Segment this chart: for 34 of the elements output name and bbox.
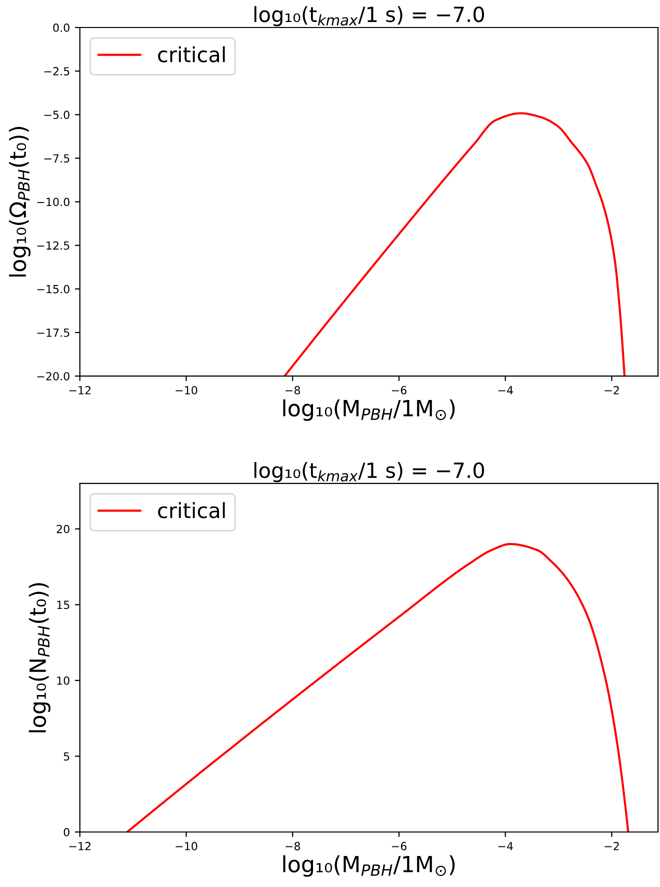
y-tick-label: 5 <box>64 752 70 761</box>
y-tick-label: 0.0 <box>53 23 70 32</box>
y-tick-label: −17.5 <box>37 328 70 337</box>
x-tick-label: −10 <box>176 842 198 850</box>
x-tick-label: −4 <box>498 386 513 394</box>
y-axis-title: log₁₀(Ω$_{PBH}$(t₀)) <box>8 126 30 276</box>
y-tick-label: 15 <box>57 600 70 610</box>
x-tick-label: −10 <box>176 386 198 394</box>
legend-label: critical <box>158 502 225 518</box>
x-tick-label: −8 <box>286 842 300 850</box>
x-axis-title: log₁₀(M$_{PBH}$/1M$_{⊙}$) <box>283 855 455 877</box>
y-tick-label: −7.5 <box>44 154 70 163</box>
y-axis-title: log₁₀(N$_{PBH}$(t₀)) <box>28 583 50 732</box>
y-tick-label: −20.0 <box>37 372 70 380</box>
y-tick-label: −2.5 <box>44 67 70 76</box>
y-tick-label: 20 <box>56 524 70 534</box>
x-tick-label: −2 <box>604 386 619 394</box>
x-tick-label: −2 <box>604 842 619 850</box>
x-tick-label: −6 <box>392 842 406 850</box>
y-tick-label: 10 <box>57 676 70 685</box>
x-tick-label: −12 <box>69 842 90 850</box>
chart-title: log₁₀(t$_{kmax}$/1 s) = −7.0 <box>254 462 484 482</box>
x-tick-label: −12 <box>69 386 90 394</box>
y-tick-label: −5.0 <box>44 110 70 120</box>
x-tick-label: −6 <box>392 386 406 394</box>
y-tick-label: 0 <box>64 828 70 836</box>
x-tick-label: −8 <box>286 386 300 394</box>
y-tick-label: −10.0 <box>37 198 70 206</box>
x-axis-title: log₁₀(M$_{PBH}$/1M$_{⊙}$) <box>283 399 455 421</box>
x-tick-label: −4 <box>498 842 513 850</box>
legend-label: critical <box>158 46 225 62</box>
y-tick-label: −12.5 <box>37 241 70 250</box>
chart-title: log₁₀(t$_{kmax}$/1 s) = −7.0 <box>254 6 484 26</box>
y-tick-label: −15.0 <box>37 284 70 294</box>
